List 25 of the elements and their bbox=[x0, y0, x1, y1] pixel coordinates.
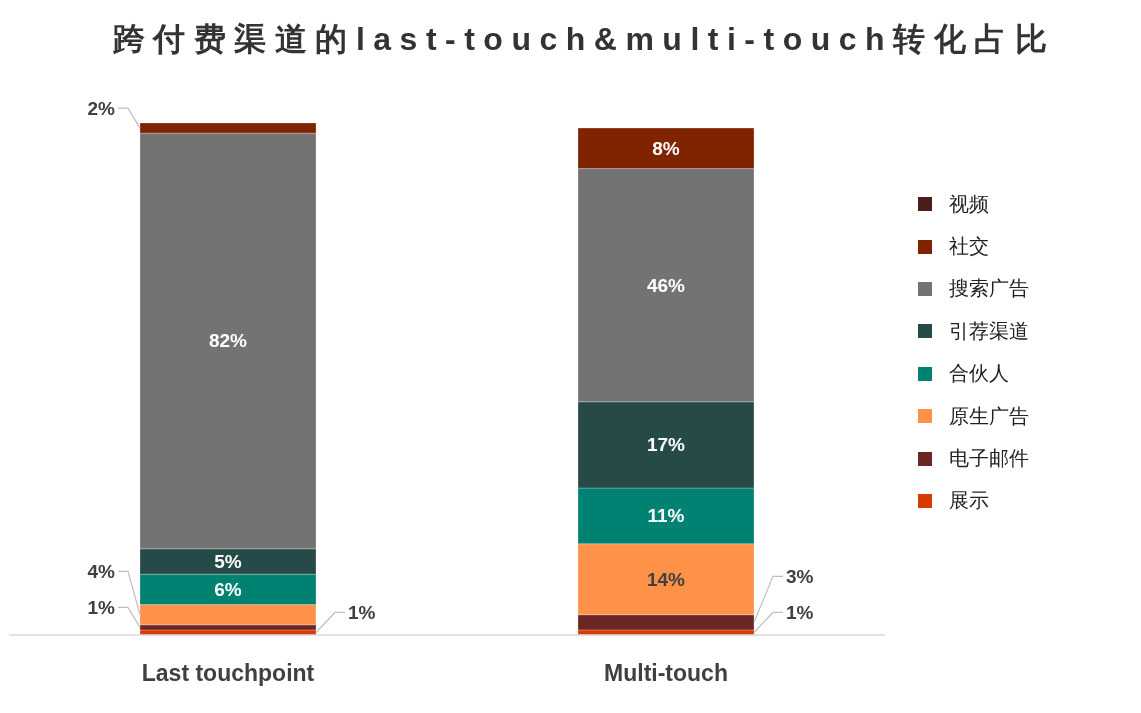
data-label: 8% bbox=[652, 137, 680, 159]
data-label: 1% bbox=[87, 596, 116, 618]
legend-label: 引荐渠道 bbox=[949, 318, 1029, 344]
data-label: 17% bbox=[646, 434, 686, 456]
legend-label: 原生广告 bbox=[949, 403, 1029, 429]
legend-label: 视频 bbox=[949, 191, 989, 217]
legend-label: 社交 bbox=[949, 234, 989, 260]
data-label: 11% bbox=[647, 505, 685, 527]
data-label: 6% bbox=[214, 578, 242, 600]
legend-label: 电子邮件 bbox=[949, 446, 1029, 472]
data-label: 1% bbox=[786, 601, 814, 623]
x-tick-label: Multi-touch bbox=[604, 660, 728, 687]
legend-label: 搜索广告 bbox=[949, 276, 1029, 302]
data-label: 1% bbox=[348, 601, 376, 623]
x-tick-label: Last touchpoint bbox=[141, 660, 315, 687]
legend-label: 展示 bbox=[949, 488, 989, 514]
data-label: 3% bbox=[786, 565, 814, 587]
data-label: 4% bbox=[87, 560, 116, 582]
chart-title: 跨付费渠道的last-touch&multi-touch转化占比 bbox=[111, 20, 1057, 59]
legend-label: 合伙人 bbox=[949, 361, 1009, 387]
data-label: 14% bbox=[646, 568, 686, 590]
data-label: 5% bbox=[214, 551, 242, 572]
data-label: 46% bbox=[646, 274, 686, 296]
data-label: 82% bbox=[208, 330, 248, 352]
data-label: 2% bbox=[87, 97, 116, 119]
